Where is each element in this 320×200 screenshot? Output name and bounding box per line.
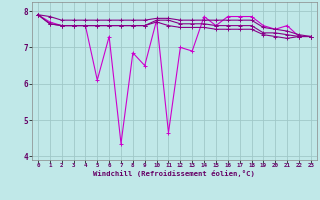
X-axis label: Windchill (Refroidissement éolien,°C): Windchill (Refroidissement éolien,°C): [93, 170, 255, 177]
